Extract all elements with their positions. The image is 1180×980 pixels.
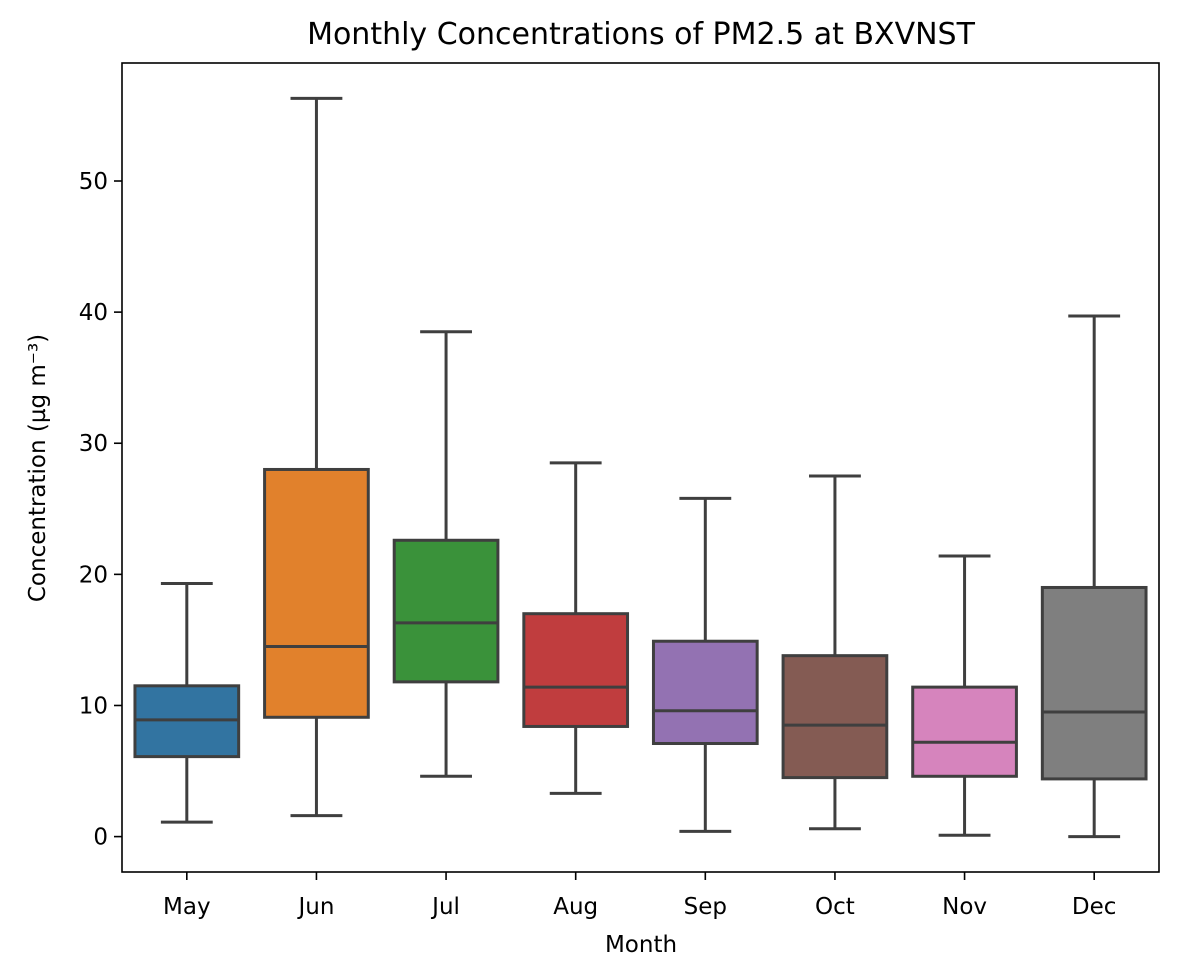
box-jun [263,96,370,818]
y-axis-label: Concentration (µg m⁻³) [25,334,51,602]
y-axis: 0 10 20 30 40 50 [79,169,122,851]
iqr-box [263,467,370,719]
box-oct [781,474,889,831]
plot-area [121,62,1160,873]
y-tick-label: 10 [79,693,108,719]
x-tick-label: Aug [553,894,598,920]
y-tick-label: 40 [79,300,108,326]
x-tick-label: Jul [430,894,460,920]
iqr-box [651,639,759,746]
y-tick-label: 30 [79,431,108,457]
y-tick-label: 0 [93,825,108,851]
box-jul [392,330,500,778]
box-may [133,582,241,824]
x-tick-label: Dec [1072,894,1117,920]
axes-frame [121,62,1160,873]
chart-title: Monthly Concentrations of PM2.5 at BXVNS… [307,17,976,52]
y-tick-label: 20 [79,562,108,588]
box-nov [911,554,1018,837]
x-axis: May Jun Jul Aug Sep Oct Nov Dec [163,872,1116,920]
x-axis-label: Month [605,932,677,958]
box-aug [522,461,630,795]
x-tick-label: May [163,894,211,920]
iqr-box [522,612,630,728]
x-tick-label: Nov [942,894,987,920]
x-tick-label: Jun [296,894,334,920]
box-sep [651,496,759,833]
x-tick-label: Sep [684,894,727,920]
box-dec [1040,314,1148,839]
iqr-box [1040,585,1148,781]
boxes-layer [133,96,1148,839]
y-tick-label: 50 [79,169,108,195]
iqr-box [911,685,1018,778]
iqr-box [781,654,889,780]
iqr-box [392,538,500,684]
x-tick-label: Oct [815,894,855,920]
